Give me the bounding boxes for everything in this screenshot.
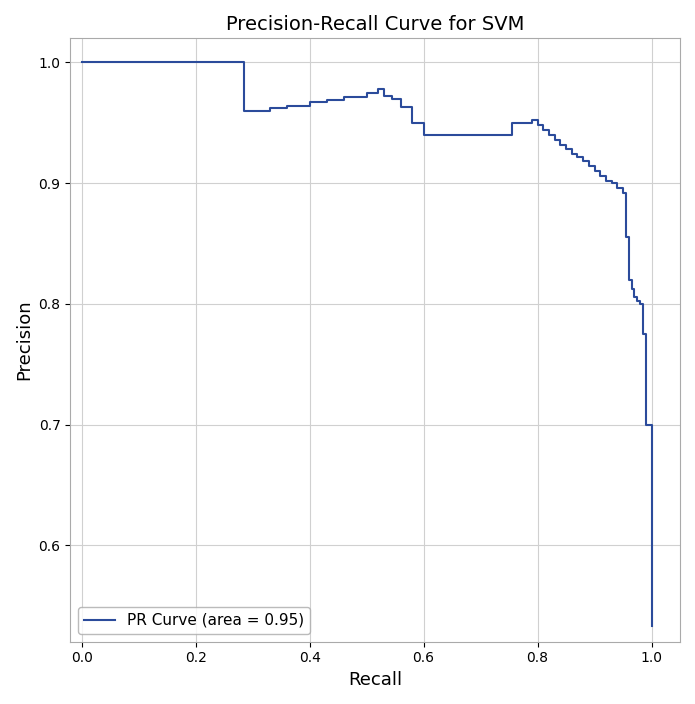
PR Curve (area = 0.95) xyxy=(362,93,370,101)
PR Curve (area = 0.95) xyxy=(596,172,605,180)
Line: PR Curve (area = 0.95): PR Curve (area = 0.95) xyxy=(82,63,651,626)
Legend: PR Curve (area = 0.95): PR Curve (area = 0.95) xyxy=(78,607,310,634)
PR Curve (area = 0.95) xyxy=(78,58,86,67)
PR Curve (area = 0.95) xyxy=(590,167,598,175)
PR Curve (area = 0.95) xyxy=(647,622,655,630)
Title: Precision-Recall Curve for SVM: Precision-Recall Curve for SVM xyxy=(226,15,524,34)
PR Curve (area = 0.95) xyxy=(607,177,616,185)
PR Curve (area = 0.95) xyxy=(607,179,616,187)
X-axis label: Recall: Recall xyxy=(348,671,402,689)
PR Curve (area = 0.95) xyxy=(240,106,248,115)
Y-axis label: Precision: Precision xyxy=(15,300,33,380)
